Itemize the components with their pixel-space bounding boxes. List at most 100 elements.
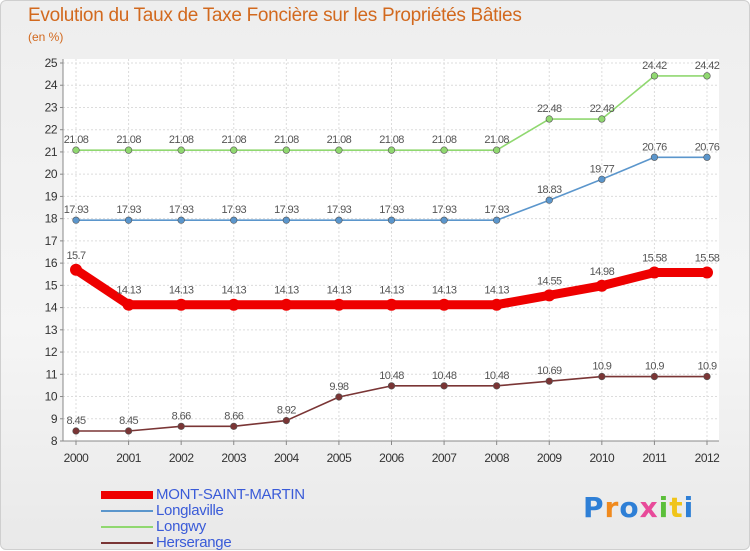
data-label: 21.08	[432, 134, 457, 146]
x-tick-label: 2012	[695, 451, 721, 465]
data-point	[650, 372, 659, 381]
proxiti-logo: Proxiti	[583, 491, 695, 524]
data-point	[385, 298, 398, 311]
y-tick-label: 16	[45, 256, 58, 270]
data-label: 10.9	[592, 361, 611, 373]
x-tick-label: 2002	[169, 451, 195, 465]
y-tick-label: 15	[45, 278, 58, 292]
y-tick-label: 19	[45, 189, 58, 203]
data-point	[230, 216, 238, 224]
data-point	[227, 298, 240, 311]
data-point	[124, 427, 133, 435]
data-label: 21.08	[64, 134, 89, 146]
y-tick-label: 14	[45, 301, 58, 315]
data-label: 14.13	[221, 285, 246, 297]
data-label: 20.76	[695, 141, 720, 153]
data-label: 14.13	[327, 285, 352, 297]
data-label: 21.08	[327, 134, 352, 146]
data-point	[595, 279, 608, 292]
y-tick-label: 24	[45, 78, 58, 92]
legend-label: Herserange	[156, 534, 232, 551]
data-label: 17.93	[379, 204, 404, 216]
data-point	[701, 266, 713, 279]
plot-area	[63, 59, 719, 441]
data-point	[72, 146, 80, 154]
data-point	[493, 382, 501, 390]
data-label: 14.98	[590, 266, 615, 278]
y-tick-label: 18	[45, 212, 58, 226]
data-label: 15.7	[66, 250, 85, 262]
data-point	[543, 289, 556, 302]
y-tick-label: 10	[45, 390, 58, 404]
data-label: 14.13	[274, 285, 299, 297]
y-tick-label: 11	[46, 367, 58, 381]
data-point	[280, 298, 293, 311]
data-point	[598, 115, 606, 123]
data-label: 15.58	[695, 252, 720, 264]
x-tick-label: 2006	[379, 451, 405, 465]
legend-swatch	[101, 491, 153, 499]
data-point	[703, 153, 711, 161]
y-tick-label: 20	[45, 167, 58, 181]
data-point	[230, 422, 238, 430]
data-point	[282, 216, 290, 224]
data-label: 21.08	[484, 134, 509, 146]
data-point	[387, 216, 396, 224]
data-label: 17.93	[274, 204, 299, 216]
data-point	[598, 175, 606, 183]
data-point	[493, 146, 501, 154]
data-point	[387, 382, 396, 390]
data-point	[122, 298, 135, 311]
data-point	[335, 393, 343, 401]
x-tick-label: 2007	[432, 451, 458, 465]
data-label: 14.13	[169, 285, 194, 297]
y-tick-label: 22	[45, 123, 58, 137]
data-point	[72, 216, 80, 224]
y-tick-label: 25	[45, 56, 58, 70]
data-label: 17.93	[64, 204, 89, 216]
data-point	[124, 146, 133, 154]
data-point	[387, 146, 396, 154]
data-label: 8.66	[172, 410, 191, 422]
data-point	[70, 263, 82, 276]
legend-swatch	[101, 510, 153, 512]
data-label: 17.93	[169, 204, 194, 216]
data-label: 22.48	[590, 103, 615, 115]
data-point	[545, 115, 553, 123]
legend-label: Longwy	[156, 518, 206, 535]
x-tick-label: 2003	[221, 451, 247, 465]
data-label: 8.45	[66, 415, 85, 427]
data-point	[648, 266, 661, 279]
data-point	[282, 416, 290, 425]
legend-swatch	[101, 542, 153, 544]
data-label: 22.48	[537, 103, 562, 115]
data-label: 8.45	[119, 415, 138, 427]
data-label: 21.08	[169, 134, 194, 146]
data-point	[440, 146, 448, 154]
data-label: 18.83	[537, 184, 562, 196]
x-tick-label: 2008	[484, 451, 510, 465]
data-label: 17.93	[221, 204, 246, 216]
data-point	[124, 216, 133, 224]
data-point	[545, 377, 553, 385]
data-label: 17.93	[432, 204, 457, 216]
x-tick-label: 2005	[327, 451, 353, 465]
y-tick-label: 8	[51, 434, 58, 448]
data-label: 20.76	[642, 141, 667, 153]
data-label: 10.9	[697, 361, 716, 373]
data-label: 14.13	[379, 285, 404, 297]
data-label: 17.93	[327, 204, 352, 216]
data-point	[177, 216, 185, 224]
legend-swatch	[101, 526, 153, 528]
data-label: 17.93	[484, 204, 509, 216]
data-label: 10.9	[645, 361, 664, 373]
legend-label: Longlaville	[156, 502, 224, 519]
data-label: 14.13	[432, 285, 457, 297]
data-point	[490, 298, 503, 311]
data-label: 24.42	[642, 60, 667, 72]
data-label: 8.66	[224, 410, 243, 422]
data-label: 21.08	[379, 134, 404, 146]
x-tick-label: 2001	[116, 451, 142, 465]
data-point	[175, 298, 188, 311]
